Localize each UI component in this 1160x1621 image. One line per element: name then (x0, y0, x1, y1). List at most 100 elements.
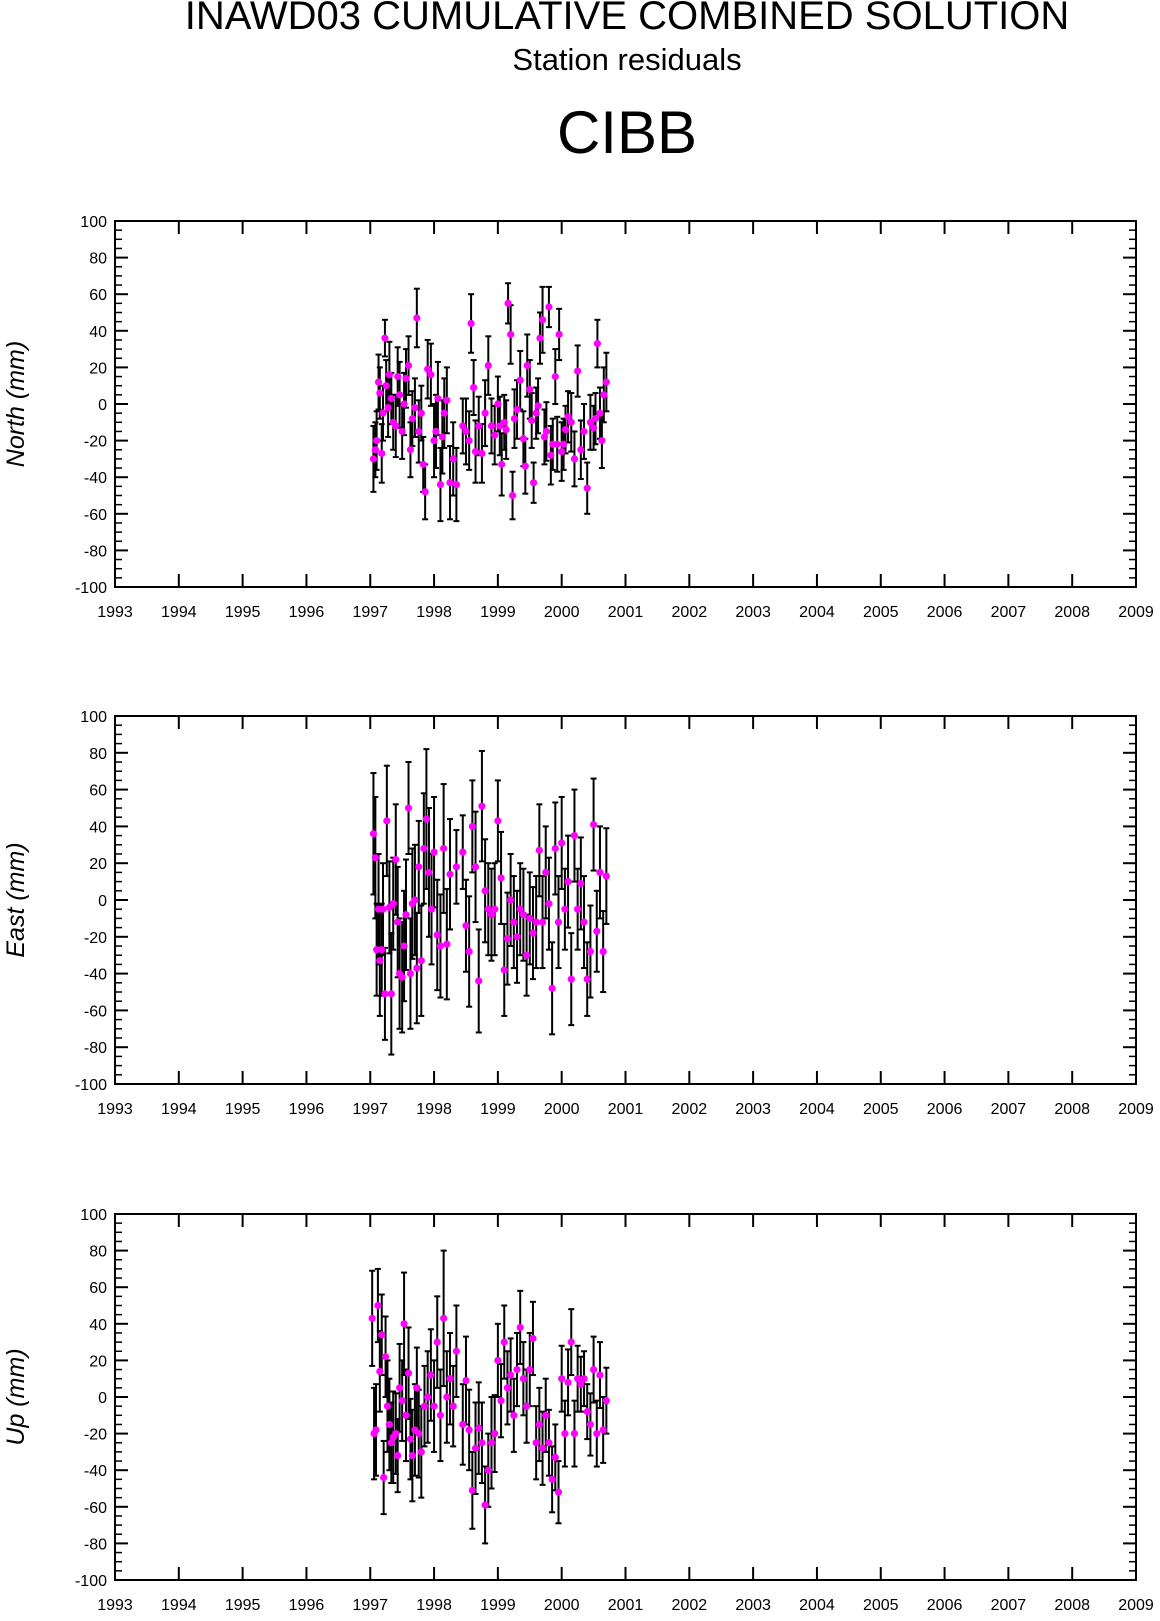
up-xtick-label: 2008 (1054, 1597, 1090, 1614)
north-plot-frame (114, 220, 1137, 588)
north-point (504, 299, 512, 307)
east-point (398, 973, 406, 981)
up-point (574, 1375, 582, 1383)
north-point (526, 385, 534, 393)
east-point (532, 918, 540, 926)
east-point (561, 905, 569, 913)
east-ytick-label: 0 (98, 893, 107, 910)
up-point (398, 1397, 406, 1405)
up-point (577, 1380, 585, 1388)
up-point (570, 1430, 579, 1438)
east-point (526, 914, 534, 923)
east-point (491, 905, 499, 913)
north-xtick-label: 2005 (863, 604, 899, 621)
east-point (593, 927, 601, 935)
north-point (427, 371, 435, 379)
north-point (564, 413, 572, 421)
east-point (542, 868, 550, 877)
up-ytick-label: -100 (75, 1573, 107, 1590)
up-point (558, 1375, 566, 1383)
east-point (583, 975, 591, 983)
up-point (561, 1430, 569, 1438)
north-point (500, 418, 508, 426)
north-point (521, 462, 529, 470)
east-xtick-label: 2008 (1054, 1101, 1090, 1118)
east-point (369, 830, 378, 838)
up-point (440, 1314, 448, 1322)
east-point (381, 990, 389, 998)
north-xtick-label: 2007 (991, 604, 1027, 621)
up-ytick-label: 60 (89, 1280, 107, 1297)
north-xtick-label: 2004 (799, 604, 835, 621)
east-point (392, 855, 400, 864)
east-point (462, 922, 470, 930)
east-point (404, 804, 413, 812)
north-point (475, 422, 483, 430)
east-ytick-label: 40 (89, 819, 107, 836)
east-point (376, 957, 384, 965)
north-point (586, 418, 595, 426)
north-ytick-label: -40 (84, 470, 107, 487)
east-xtick-label: 2004 (799, 1101, 835, 1118)
north-point (417, 409, 425, 417)
east-point (545, 900, 553, 908)
east-point (440, 844, 448, 853)
east-point (484, 905, 492, 913)
north-xtick-label: 1995 (225, 604, 261, 621)
east-xtick-label: 2005 (863, 1101, 899, 1118)
east-point (394, 918, 402, 926)
east-point (373, 946, 381, 954)
north-point (408, 415, 416, 423)
up-point (497, 1397, 505, 1405)
east-ytick-label: -80 (84, 1040, 107, 1057)
east-point (436, 942, 445, 950)
north-point (384, 404, 392, 412)
up-point (564, 1378, 572, 1386)
up-point (415, 1430, 423, 1438)
north-panel: 1993 1994 1995 1996 1997 1998 1999 2000 2001 2002… (2, 214, 1154, 621)
north-point (553, 440, 561, 448)
north-point (387, 394, 395, 403)
east-point (446, 870, 454, 878)
north-point (452, 480, 460, 489)
north-point (560, 440, 568, 448)
up-ytick-label: -60 (84, 1500, 107, 1517)
up-point (449, 1402, 457, 1410)
up-point (385, 1420, 393, 1429)
up-ytick-label: 0 (98, 1390, 107, 1407)
north-point (487, 422, 496, 430)
north-point (536, 334, 544, 342)
north-ytick-label: 80 (89, 251, 107, 268)
north-point (577, 446, 585, 454)
up-point (599, 1426, 607, 1434)
up-point (374, 1301, 382, 1310)
up-point (593, 1430, 601, 1438)
up-xtick-label: 2005 (863, 1597, 899, 1614)
east-xtick-label: 2003 (735, 1101, 771, 1118)
east-point (558, 839, 566, 847)
east-point (589, 820, 598, 829)
up-xtick-label: 1998 (416, 1597, 452, 1614)
east-point (478, 802, 486, 810)
north-point (547, 451, 555, 459)
north-point (411, 404, 419, 412)
north-point (443, 396, 451, 404)
up-point (446, 1375, 454, 1383)
east-point (538, 918, 547, 926)
north-point (402, 374, 410, 382)
east-ylabel: East (mm) (2, 842, 30, 957)
north-point (551, 372, 559, 381)
up-point (443, 1393, 451, 1401)
east-ytick-label: 100 (80, 709, 107, 726)
up-point (372, 1426, 380, 1434)
north-xtick-label: 2002 (672, 604, 708, 621)
up-ytick-label: -20 (84, 1427, 107, 1444)
east-point (422, 815, 431, 823)
up-point (406, 1435, 415, 1443)
north-point (400, 400, 408, 408)
north-point (373, 437, 381, 445)
north-point (470, 383, 478, 392)
up-point (545, 1439, 553, 1447)
up-point (413, 1384, 421, 1392)
